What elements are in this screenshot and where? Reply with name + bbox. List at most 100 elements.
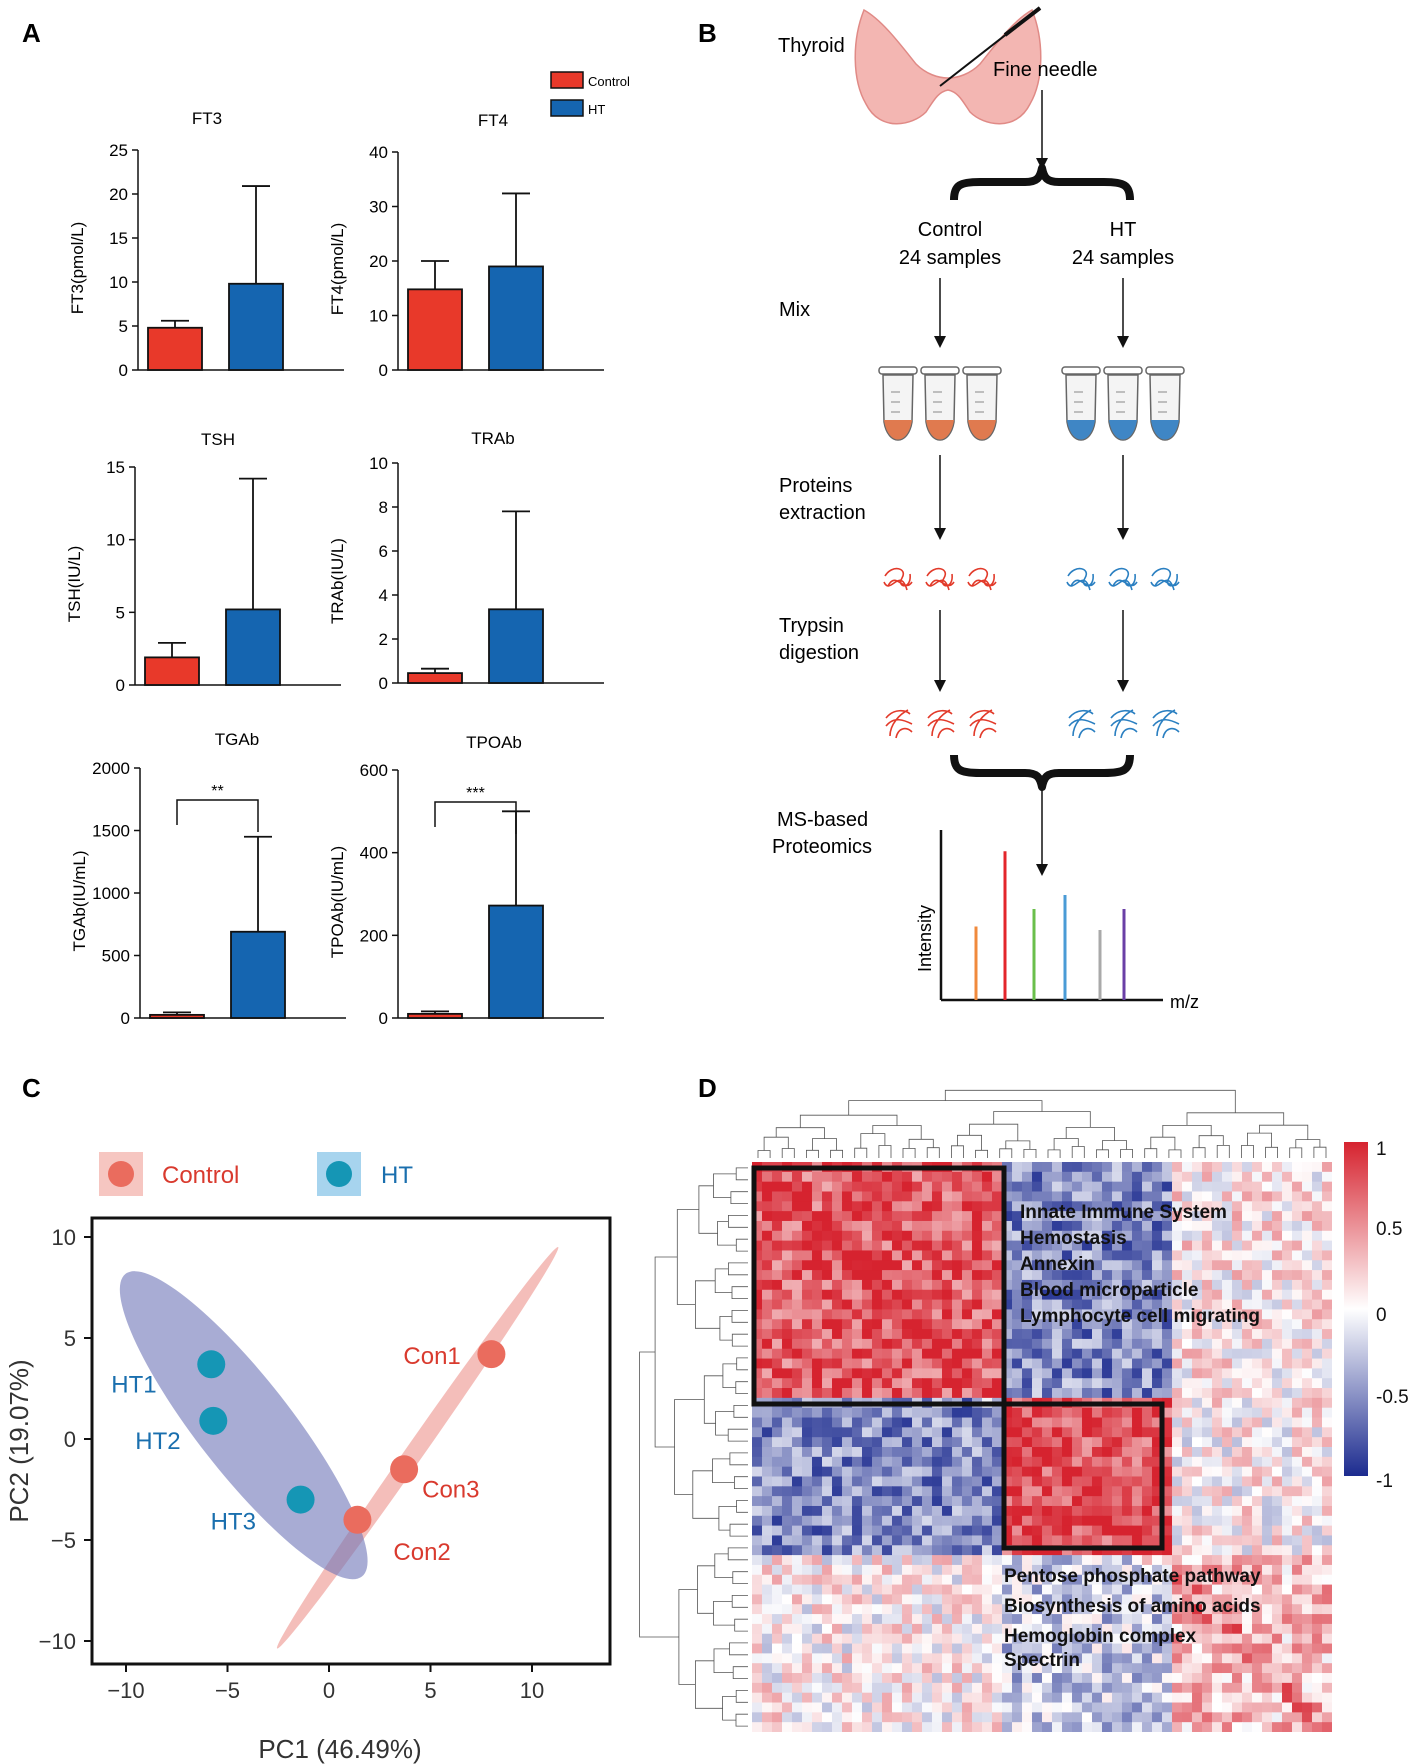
heatmap-cell bbox=[1222, 1417, 1233, 1428]
heatmap-cell bbox=[1082, 1555, 1093, 1566]
heatmap-cell bbox=[1242, 1338, 1253, 1350]
heatmap-cell bbox=[1002, 1663, 1013, 1674]
heatmap-cell bbox=[952, 1682, 963, 1694]
cluster-1-term: Lymphocyte cell migrating bbox=[1020, 1306, 1260, 1327]
heatmap-cell bbox=[1112, 1260, 1123, 1271]
heatmap-cell bbox=[1252, 1437, 1263, 1448]
heatmap-cell bbox=[1052, 1162, 1063, 1173]
heatmap-cell bbox=[1302, 1623, 1313, 1635]
heatmap-cell bbox=[1322, 1535, 1332, 1546]
heatmap-cell bbox=[1062, 1447, 1073, 1458]
heatmap-cell bbox=[1162, 1555, 1173, 1566]
heatmap-cell bbox=[1232, 1447, 1243, 1458]
dendrogram-branch bbox=[1168, 1149, 1182, 1158]
heatmap-cell bbox=[942, 1682, 953, 1694]
heatmap-cell bbox=[972, 1240, 983, 1252]
flow-arrow bbox=[1117, 278, 1129, 348]
heatmap-cell bbox=[1212, 1545, 1223, 1556]
heatmap-cell bbox=[1142, 1191, 1153, 1202]
heatmap-cell bbox=[842, 1515, 853, 1527]
heatmap-cell bbox=[862, 1427, 873, 1438]
heatmap-cell bbox=[842, 1211, 853, 1222]
cluster-2-term: Pentose phosphate pathway bbox=[1004, 1566, 1261, 1587]
heatmap-cell bbox=[1222, 1584, 1233, 1596]
heatmap-cell bbox=[1022, 1722, 1033, 1732]
heatmap-cell bbox=[1182, 1623, 1193, 1635]
heatmap-cell bbox=[802, 1427, 813, 1438]
heatmap-cell bbox=[1232, 1722, 1243, 1732]
heatmap-cell bbox=[852, 1633, 863, 1645]
heatmap-cell bbox=[872, 1309, 883, 1320]
heatmap-cell bbox=[822, 1623, 833, 1635]
flow-arrow bbox=[934, 610, 946, 692]
heatmap-cell bbox=[782, 1633, 793, 1645]
heatmap-cell bbox=[1182, 1476, 1193, 1487]
heatmap-cell bbox=[982, 1584, 993, 1596]
heatmap-cell bbox=[842, 1623, 853, 1635]
heatmap-cell bbox=[1002, 1309, 1013, 1320]
heatmap-cell bbox=[962, 1545, 973, 1556]
y-tick-label: 25 bbox=[109, 141, 128, 160]
heatmap-cell bbox=[932, 1653, 943, 1664]
heatmap-cell bbox=[992, 1594, 1003, 1605]
heatmap-cell bbox=[1182, 1220, 1193, 1232]
thyroid-icon bbox=[854, 8, 1042, 125]
heatmap-cell bbox=[942, 1633, 953, 1645]
heatmap-cell bbox=[1202, 1535, 1213, 1546]
heatmap-cell bbox=[1032, 1191, 1043, 1202]
heatmap-cell bbox=[1002, 1319, 1013, 1330]
heatmap-cell bbox=[1092, 1653, 1103, 1664]
heatmap-cell bbox=[962, 1555, 973, 1566]
heatmap-cell bbox=[1312, 1653, 1323, 1664]
heatmap-cell bbox=[1322, 1673, 1332, 1684]
heatmap-cell bbox=[1232, 1220, 1243, 1232]
heatmap-cell bbox=[1232, 1250, 1243, 1261]
heatmap-cell bbox=[962, 1230, 973, 1242]
heatmap-cell bbox=[1212, 1623, 1223, 1635]
heatmap-cell bbox=[1292, 1417, 1303, 1428]
heatmap-cell bbox=[782, 1289, 793, 1301]
heatmap-cell bbox=[1232, 1397, 1243, 1409]
heatmap-cell bbox=[1312, 1722, 1323, 1732]
heatmap-cell bbox=[832, 1456, 843, 1468]
dendrogram-branch bbox=[1071, 1146, 1085, 1158]
heatmap-cell bbox=[1092, 1358, 1103, 1369]
heatmap-cell bbox=[942, 1220, 953, 1232]
heatmap-cell bbox=[1272, 1496, 1283, 1507]
heatmap-cell bbox=[952, 1653, 963, 1664]
heatmap-cell bbox=[1292, 1456, 1303, 1468]
heatmap-cell bbox=[1022, 1594, 1033, 1605]
heatmap-cell bbox=[1002, 1564, 1013, 1576]
heatmap-cell bbox=[762, 1505, 773, 1517]
heatmap-cell bbox=[1212, 1555, 1223, 1566]
heatmap-cell bbox=[1172, 1211, 1183, 1222]
heatmap-cell bbox=[992, 1653, 1003, 1664]
heatmap-cell bbox=[1162, 1279, 1173, 1291]
heatmap-cell bbox=[762, 1673, 773, 1684]
heatmap-cell bbox=[1022, 1702, 1033, 1713]
heatmap-cell bbox=[1062, 1319, 1073, 1330]
y-tick-label: 20 bbox=[109, 185, 128, 204]
heatmap-cell bbox=[1162, 1702, 1173, 1713]
heatmap-cell bbox=[1272, 1663, 1283, 1674]
heatmap-cell bbox=[982, 1309, 993, 1320]
heatmap-cell bbox=[1322, 1437, 1332, 1448]
heatmap-cell bbox=[952, 1525, 963, 1537]
heatmap-cell bbox=[1262, 1191, 1273, 1202]
heatmap-cell bbox=[1082, 1407, 1093, 1419]
heatmap-cell bbox=[1232, 1417, 1243, 1428]
heatmap-cell bbox=[1232, 1505, 1243, 1517]
heatmap-cell bbox=[852, 1230, 863, 1242]
heatmap-cell bbox=[842, 1594, 853, 1605]
heatmap-cell bbox=[1042, 1673, 1053, 1684]
heatmap-cell bbox=[1032, 1515, 1043, 1527]
heatmap-cell bbox=[1182, 1712, 1193, 1723]
heatmap-cell bbox=[1122, 1319, 1133, 1330]
heatmap-cell bbox=[952, 1378, 963, 1389]
heatmap-cell bbox=[1262, 1623, 1273, 1635]
heatmap-cell bbox=[1312, 1181, 1323, 1193]
heatmap-cell bbox=[1092, 1407, 1103, 1419]
heatmap-cell bbox=[842, 1201, 853, 1212]
heatmap-cell bbox=[1122, 1574, 1133, 1586]
